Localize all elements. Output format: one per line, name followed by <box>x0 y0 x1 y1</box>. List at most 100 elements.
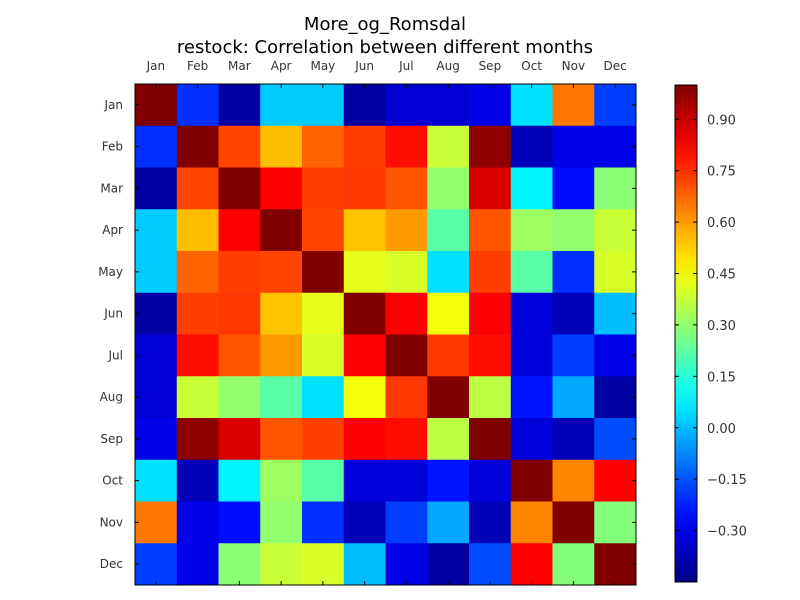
x-tick-label-jan: Jan <box>146 59 166 73</box>
x-tick-label-sep: Sep <box>479 59 502 73</box>
heatmap-cell-nov-feb <box>176 501 219 544</box>
heatmap-cell-jan-jan <box>135 84 178 127</box>
heatmap-cell-jun-feb <box>176 292 219 335</box>
heatmap-frame <box>134 83 637 586</box>
heatmap-axes: Jan Feb Mar Apr May Jun Jul Aug Sep Oct Nov Dec Jan F… <box>98 59 637 586</box>
heatmap-cell-feb-may <box>302 125 345 168</box>
heatmap-cell-jul-mar <box>218 334 261 377</box>
colorbar-tick-label: 0.75 <box>707 165 736 180</box>
heatmap-cell-nov-nov <box>552 501 595 544</box>
heatmap-cell-nov-apr <box>260 501 303 544</box>
heatmap-cell-may-sep <box>469 251 512 294</box>
heatmap-cell-jun-nov <box>552 292 595 335</box>
heatmap-cell-dec-jul <box>385 543 428 586</box>
heatmap-cell-oct-dec <box>594 459 637 502</box>
heatmap-cell-feb-mar <box>218 125 261 168</box>
heatmap-cell-mar-nov <box>552 167 595 210</box>
heatmap-cell-mar-jul <box>385 167 428 210</box>
heatmap-cell-oct-jul <box>385 459 428 502</box>
heatmap-cell-sep-aug <box>427 418 470 461</box>
colorbar-tick-label: 0.15 <box>707 370 736 385</box>
heatmap-cell-jun-jul <box>385 292 428 335</box>
heatmap-cell-oct-jan <box>135 459 178 502</box>
heatmap-cell-dec-oct <box>510 543 553 586</box>
heatmap-cell-oct-may <box>302 459 345 502</box>
heatmap-cell-apr-dec <box>594 209 637 252</box>
heatmap-cell-oct-sep <box>469 459 512 502</box>
heatmap-cell-may-oct <box>510 251 553 294</box>
heatmap-cell-aug-jun <box>343 376 386 419</box>
x-tick-label-dec: Dec <box>604 59 627 73</box>
heatmap-cell-nov-oct <box>510 501 553 544</box>
heatmap-cell-apr-apr <box>260 209 303 252</box>
x-tick-label-mar: Mar <box>228 59 251 73</box>
heatmap-cell-jun-jan <box>135 292 178 335</box>
heatmap-cell-aug-jul <box>385 376 428 419</box>
y-tick-label-nov: Nov <box>100 515 123 529</box>
heatmap-cell-jun-oct <box>510 292 553 335</box>
heatmap-cell-apr-aug <box>427 209 470 252</box>
colorbar-tick-label: 0.00 <box>707 422 736 437</box>
heatmap-cell-jan-mar <box>218 84 261 127</box>
heatmap-cell-oct-nov <box>552 459 595 502</box>
heatmap-cell-nov-aug <box>427 501 470 544</box>
heatmap-cell-sep-feb <box>176 418 219 461</box>
x-tick-label-oct: Oct <box>521 59 542 73</box>
heatmap-cell-jun-jun <box>343 292 386 335</box>
heatmap-cell-jan-feb <box>176 84 219 127</box>
heatmap-cell-mar-mar <box>218 167 261 210</box>
heatmap-cell-feb-apr <box>260 125 303 168</box>
heatmap-cell-aug-dec <box>594 376 637 419</box>
heatmap-cell-nov-jun <box>343 501 386 544</box>
heatmap-cell-feb-oct <box>510 125 553 168</box>
heatmap-cell-jul-apr <box>260 334 303 377</box>
heatmap-cell-jan-dec <box>594 84 637 127</box>
heatmap-cell-oct-aug <box>427 459 470 502</box>
heatmap-cell-feb-jul <box>385 125 428 168</box>
heatmap-cell-may-aug <box>427 251 470 294</box>
heatmap-cell-aug-may <box>302 376 345 419</box>
y-tick-label-feb: Feb <box>102 140 123 154</box>
heatmap-cell-jan-aug <box>427 84 470 127</box>
heatmap-cell-jan-sep <box>469 84 512 127</box>
heatmap-cell-jan-nov <box>552 84 595 127</box>
x-tick-label-aug: Aug <box>436 59 459 73</box>
x-tick-label-may: May <box>310 59 335 73</box>
heatmap-cell-sep-sep <box>469 418 512 461</box>
heatmap-cell-feb-jun <box>343 125 386 168</box>
heatmap-cell-jun-dec <box>594 292 637 335</box>
heatmap-cell-jul-dec <box>594 334 637 377</box>
heatmap-cell-jun-may <box>302 292 345 335</box>
heatmap-cell-jul-jun <box>343 334 386 377</box>
heatmap-cell-sep-oct <box>510 418 553 461</box>
heatmap-cell-apr-mar <box>218 209 261 252</box>
colorbar-tick-label: 0.30 <box>707 319 736 334</box>
heatmap-cell-apr-oct <box>510 209 553 252</box>
heatmap-cell-jun-apr <box>260 292 303 335</box>
x-tick-label-feb: Feb <box>187 59 208 73</box>
x-tick-label-jun: Jun <box>354 59 374 73</box>
heatmap-cell-jun-aug <box>427 292 470 335</box>
heatmap-cell-feb-nov <box>552 125 595 168</box>
heatmap-cell-dec-sep <box>469 543 512 586</box>
heatmap-cell-nov-dec <box>594 501 637 544</box>
heatmap-cell-nov-sep <box>469 501 512 544</box>
heatmap-cell-mar-apr <box>260 167 303 210</box>
heatmap-cell-sep-may <box>302 418 345 461</box>
heatmap-cell-dec-may <box>302 543 345 586</box>
heatmap-cell-nov-jul <box>385 501 428 544</box>
heatmap-cell-jun-sep <box>469 292 512 335</box>
heatmap-cell-apr-jun <box>343 209 386 252</box>
heatmap-cell-jul-sep <box>469 334 512 377</box>
heatmap-cell-aug-mar <box>218 376 261 419</box>
heatmap-cell-apr-nov <box>552 209 595 252</box>
colorbar: 0.90 0.75 0.60 0.45 0.30 0.15 0.00 −0.15 −0.30 <box>674 84 747 583</box>
heatmap-cell-feb-feb <box>176 125 219 168</box>
heatmap-cell-may-jul <box>385 251 428 294</box>
heatmap-cell-sep-jul <box>385 418 428 461</box>
heatmap-cell-dec-dec <box>594 543 637 586</box>
heatmap-cell-dec-apr <box>260 543 303 586</box>
heatmap-cell-dec-jun <box>343 543 386 586</box>
heatmap-cell-jul-jan <box>135 334 178 377</box>
